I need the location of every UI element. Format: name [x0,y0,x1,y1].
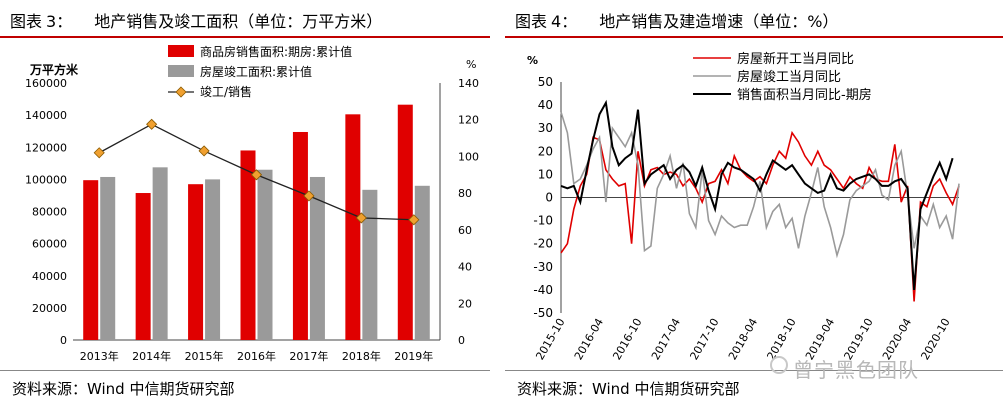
y-tick-label: 120000 [25,141,67,154]
ratio-point [303,190,315,202]
x-tick-label: 2015年 [185,349,224,363]
y-tick-label: 0 [60,334,67,347]
figure-4-number: 4： [551,12,578,31]
figure-3-heading: 地产销售及竣工面积（单位：万平方米） [94,12,383,31]
x-tick-label: 2017-10 [687,316,721,362]
completion-area-bar [205,179,221,340]
figure-4-source: 资料来源：Wind 中信期货研究部 [517,380,740,398]
figure-3-number: 3： [46,12,73,31]
figure-3-label: 图表 [10,12,43,31]
y2-tick-label: 140 [458,77,479,90]
sales-area-bar [135,193,151,340]
completion-area-bar [414,185,430,340]
x-tick-label: 2014年 [132,349,171,363]
x-tick-label: 2018-04 [726,316,760,362]
sales-area-bar [345,114,361,341]
x-tick-label: 2018年 [342,349,381,363]
completion-area-bar [309,176,325,340]
x-tick-label: 2015-10 [533,316,567,362]
legend-label-sales: 商品房销售面积:期房:累计值 [200,44,352,59]
completion-area-bar [100,176,116,340]
figure-3-panel: 图表 3： 地产销售及竣工面积（单位：万平方米） 万平方米% 0 20000 40000 6… [0,0,490,404]
left-axis-unit: 万平方米 [29,62,79,77]
ratio-point [93,147,105,159]
legend-swatch-sales [168,45,194,57]
x-tick-label: 2020-10 [919,316,953,362]
x-tick-label: 2016-04 [572,316,606,362]
x-tick-label: 2019年 [394,349,433,363]
sales-area-bar [83,180,99,340]
sales-area-bar [292,131,308,340]
y2-tick-label: 120 [458,114,479,127]
y-tick-label: -10 [533,214,553,228]
y-axis-unit: % [527,54,538,67]
title-divider [0,36,490,38]
title-divider [505,36,1003,38]
completion-area-bar [257,169,273,340]
legend-label: 销售面积当月同比-期房 [737,87,872,103]
legend-label: 房屋竣工当月同比 [737,69,841,85]
y2-tick-label: 40 [458,261,472,274]
y-tick-label: -20 [533,237,553,251]
figure-3-source: 资料来源：Wind 中信期货研究部 [12,380,235,398]
x-tick-label: 2016-10 [610,316,644,362]
figure-4-title: 图表 4： 地产销售及建造增速（单位：%） [515,8,838,32]
y-tick-label: 100000 [25,173,67,186]
y-tick-label: -40 [533,283,553,297]
y2-tick-label: 80 [458,187,472,200]
y2-tick-label: 100 [458,150,479,163]
y-tick-label: 10 [538,167,553,181]
ratio-point [408,214,420,226]
legend-label-ratio: 竣工/销售 [200,84,252,99]
y-tick-label: 50 [538,75,553,89]
sales-area-bar [240,150,256,340]
y-tick-label: 30 [538,121,553,135]
y-tick-label: 40000 [32,270,67,283]
source-divider [0,370,490,371]
ratio-point [355,212,367,224]
y-tick-label: 0 [545,191,553,205]
y-tick-label: 60000 [32,238,67,251]
y-tick-label: -50 [533,306,553,320]
right-axis-unit: % [466,58,476,71]
completions-line [560,111,960,259]
legend-label-completion: 房屋竣工面积:累计值 [200,64,312,79]
y-tick-label: 20000 [32,302,67,315]
sales-completion-chart: 万平方米 % 0 20000 40000 60000 80000 100000 120000 14… [25,44,479,363]
completion-area-bar [362,189,378,340]
y-tick-label: -30 [533,260,553,274]
new-starts-line [560,130,960,302]
ratio-point [250,169,263,181]
y-tick-label: 140000 [25,109,67,122]
presale-area-line [560,99,954,290]
legend-marker-ratio [175,86,187,98]
watermark: 曾宁黑色团队 [793,358,919,382]
legend-swatch-completion [168,65,194,77]
y2-tick-label: 20 [458,297,472,310]
completion-area-bar [152,167,168,340]
y-tick-label: 20 [538,144,553,158]
x-tick-label: 2013年 [80,349,119,363]
x-tick-label: 2017-04 [649,316,683,362]
y-tick-label: 80000 [32,206,67,219]
figure-4-heading: 地产销售及建造增速（单位：%） [599,12,839,31]
figure-3-title: 图表 3： 地产销售及竣工面积（单位：万平方米） [10,8,382,32]
source-divider [505,370,1003,371]
figure-4-panel: 图表 4： 地产销售及建造增速（单位：%） % -50 -40 -30 -20 -10 0 10 2… [505,0,1003,404]
y2-tick-label: 0 [458,334,465,347]
y2-tick-label: 60 [458,224,472,237]
ratio-point [198,145,210,157]
sales-area-bar [397,104,413,340]
sales-area-bar [188,184,204,340]
y-tick-label: 40 [538,98,553,112]
wechat-icon [770,356,788,374]
legend-label: 房屋新开工当月同比 [737,51,854,67]
ratio-point [146,118,158,130]
x-tick-label: 2016年 [237,349,276,363]
growth-rate-chart: % -50 -40 -30 -20 -10 0 10 20 30 40 50 2015-10 2016-0… [527,51,960,362]
figure-4-label: 图表 [515,12,548,31]
y-tick-label: 160000 [25,77,67,90]
x-tick-label: 2017年 [289,349,328,363]
